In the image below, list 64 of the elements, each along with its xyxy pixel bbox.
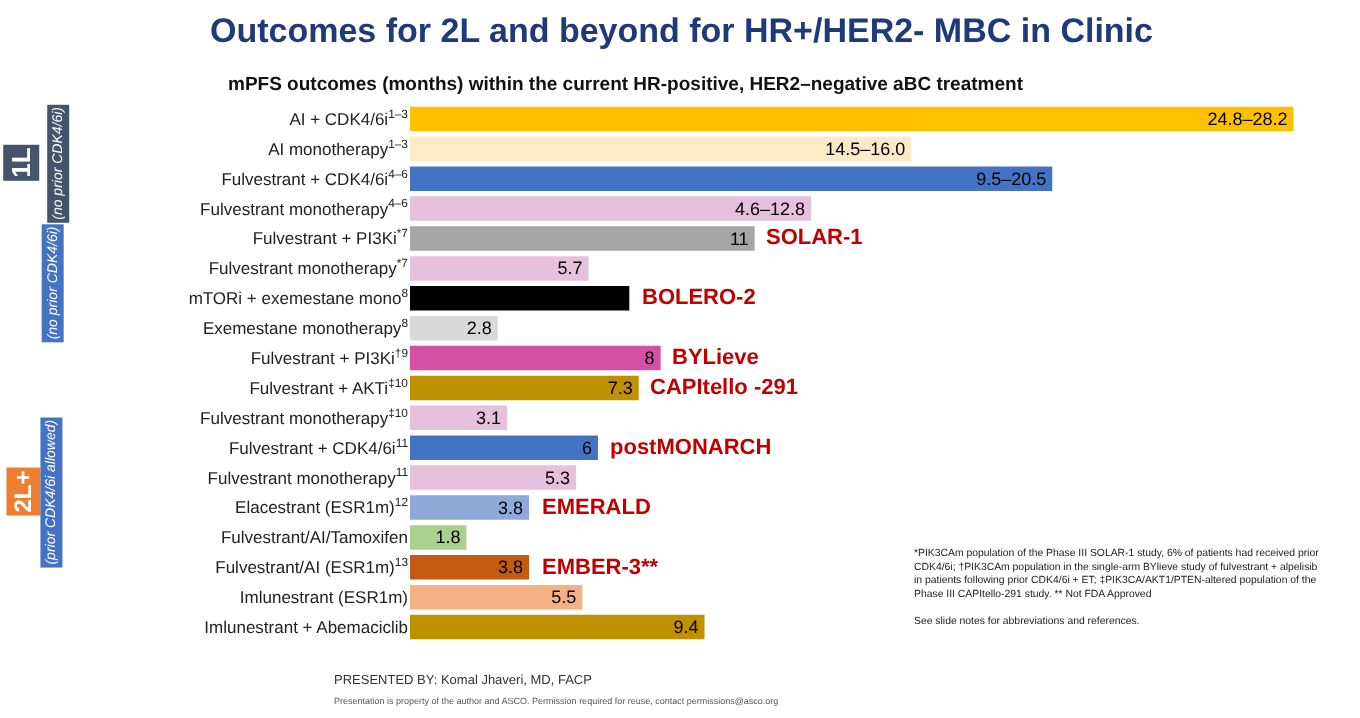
data-label: 24.8–28.2 bbox=[1207, 108, 1288, 129]
data-label: 9.5–20.5 bbox=[976, 168, 1047, 189]
y-tick-label: Fulvestrant + PI3Ki$^{†9}$ bbox=[250, 346, 410, 369]
text: 2L+ bbox=[9, 470, 38, 513]
y-tick-label: mTORi + exemestane mono$^{8}$ bbox=[188, 287, 410, 309]
y-tick-label: Fulvestrant monotherapy$^{4–6}$ bbox=[200, 197, 410, 219]
data-label: 5.3 bbox=[545, 467, 571, 488]
bar bbox=[410, 405, 508, 431]
annotation: postMONARCH bbox=[610, 436, 772, 460]
y-tick-label: Fulvestrant + AKTi$^{‡10}$ bbox=[249, 376, 410, 398]
text: 1L bbox=[6, 147, 37, 178]
bar bbox=[410, 345, 661, 371]
chart-title: Outcomes for 2L and beyond for HR+/HER2- MBC in Clinic bbox=[210, 12, 1153, 50]
y-tick-label: Fulvestrant monotherapy$^{*7}$ bbox=[208, 257, 408, 279]
y-tick-label: Fulvestrant + PI3Ki$^{*7}$ bbox=[252, 227, 408, 249]
data-label: 11 bbox=[729, 228, 749, 249]
y-tick-label: Exemestane monotherapy$^{8}$ bbox=[202, 316, 410, 339]
data-label: 6 bbox=[581, 437, 592, 458]
y-tick-label: Fulvestrant + CDK4/6i$^{11}$ bbox=[228, 436, 410, 458]
bar bbox=[410, 435, 598, 460]
bar bbox=[410, 286, 630, 311]
data-label: 1.8 bbox=[435, 527, 461, 548]
bar bbox=[410, 375, 639, 401]
bar bbox=[410, 166, 1053, 191]
y-tick-label: AI + CDK4/6i$^{1–3}$ bbox=[289, 107, 410, 129]
y-tick-label: Fulvestrant monotherapy$^{‡10}$ bbox=[200, 406, 410, 428]
data-label: 5.7 bbox=[557, 258, 583, 279]
y-tick-label: Fulvestrant/AI/Tamoxifen bbox=[220, 527, 409, 548]
annotation: BOLERO-2 bbox=[642, 286, 756, 310]
annotation: SOLAR-1 bbox=[766, 226, 863, 250]
data-label: 2.8 bbox=[466, 318, 492, 339]
annotation: EMBER-3** bbox=[542, 556, 660, 580]
data-label: 14.5–16.0 bbox=[825, 138, 906, 159]
bar bbox=[410, 315, 498, 341]
data-label: 4.6–12.8 bbox=[734, 198, 806, 219]
bar bbox=[410, 465, 577, 490]
data-label: 3.8 bbox=[498, 557, 524, 578]
data-label: 9.4 bbox=[673, 617, 699, 638]
y-tick-label: Elacestrant (ESR1m)$^{12}$ bbox=[235, 496, 408, 518]
y-tick-label: Fulvestrant monotherapy$^{11}$ bbox=[207, 466, 410, 488]
bar bbox=[410, 226, 755, 251]
annotation: EMERALD bbox=[542, 496, 651, 520]
bar bbox=[410, 614, 705, 640]
annotation: CAPItello -291 bbox=[650, 376, 798, 400]
data-label: 3.8 bbox=[498, 497, 524, 518]
bar bbox=[410, 136, 912, 162]
y-tick-label: Imlunestrant + Abemaciclib bbox=[204, 617, 409, 638]
bar bbox=[410, 584, 583, 610]
y-tick-label: Fulvestrant + CDK4/6i$^{4–6}$ bbox=[221, 167, 410, 189]
data-label: 8 bbox=[644, 348, 655, 369]
y-tick-label: AI monotherapy$^{1–3}$ bbox=[268, 137, 410, 159]
bar bbox=[410, 196, 812, 221]
data-label: 5.5 bbox=[551, 587, 577, 608]
bar bbox=[410, 555, 530, 580]
bar bbox=[410, 106, 1294, 132]
bar bbox=[410, 495, 530, 520]
data-label: 7.3 bbox=[607, 377, 633, 398]
bar bbox=[410, 525, 467, 550]
chart-subtitle: mPFS outcomes (months) within the current HR-positive, HER2–negative aBC treatment bbox=[228, 74, 1025, 96]
y-tick-label: Fulvestrant/AI (ESR1m)$^{13}$ bbox=[215, 556, 410, 578]
data-label: 3.1 bbox=[476, 407, 502, 428]
y-tick-label: Imlunestrant (ESR1m) bbox=[239, 587, 409, 608]
bar bbox=[410, 256, 589, 281]
annotation: BYLieve bbox=[672, 346, 759, 370]
